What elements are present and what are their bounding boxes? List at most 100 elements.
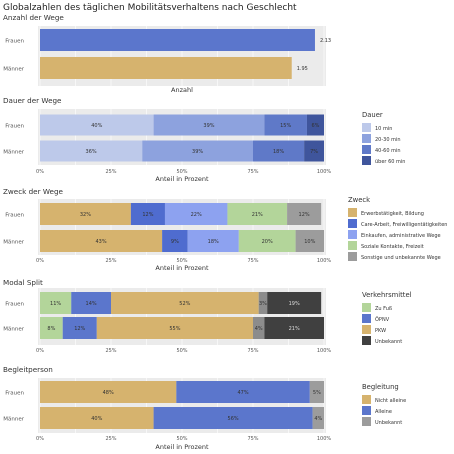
data-label: 22% <box>191 212 202 218</box>
bar-segment <box>295 230 324 252</box>
legend-label: Soziale Kontakte, Freizeit <box>361 244 424 250</box>
bar-segment <box>306 114 324 136</box>
legend-title: Begleitung <box>362 383 399 391</box>
legend-label: Alleine <box>375 409 392 415</box>
data-label: 12% <box>74 326 85 332</box>
legend-swatch <box>362 406 371 415</box>
axis-label: Anzahl <box>171 86 193 94</box>
axis-label: Anteil in Prozent <box>155 443 209 451</box>
data-label: 10% <box>304 239 315 245</box>
data-label: 7% <box>310 149 318 155</box>
panel-title: Modal Split <box>3 278 43 287</box>
data-label: 56% <box>228 416 239 422</box>
data-label: 3% <box>259 301 267 307</box>
data-label: 11% <box>50 301 61 307</box>
data-label: 14% <box>86 301 97 307</box>
legend-swatch <box>362 156 371 165</box>
bar-segment <box>187 230 239 252</box>
tick-label: 75% <box>247 169 258 175</box>
legend-label: PKW <box>375 328 386 334</box>
legend-label: Einkaufen, administrative Wege <box>361 233 441 239</box>
legend-swatch <box>362 134 371 143</box>
legend-title: Dauer <box>362 111 383 119</box>
bar-segment <box>312 407 324 429</box>
data-label: 15% <box>280 123 291 129</box>
data-label: 12% <box>299 212 310 218</box>
data-label: 21% <box>252 212 263 218</box>
tick-label: 25% <box>105 436 116 442</box>
legend-swatch <box>348 219 357 228</box>
legend-swatch <box>362 123 371 132</box>
bar <box>40 29 315 51</box>
bar-segment <box>40 203 131 225</box>
legend-label: 40-60 min <box>375 148 401 154</box>
legend-swatch <box>362 303 371 312</box>
tick-label: 0% <box>36 258 44 264</box>
tick-label: 100% <box>317 258 332 264</box>
bar-segment <box>176 381 310 403</box>
category-label: Männer <box>3 327 24 333</box>
bar-segment <box>40 230 163 252</box>
category-label: Männer <box>3 150 24 156</box>
category-label: Frauen <box>5 39 24 45</box>
legend-swatch <box>362 314 371 323</box>
bar-segment <box>264 114 307 136</box>
bar-segment <box>40 381 177 403</box>
data-label: 48% <box>103 390 114 396</box>
data-label: 20% <box>262 239 273 245</box>
bar-segment <box>162 230 188 252</box>
data-label: 18% <box>273 149 284 155</box>
panel-title: Zweck der Wege <box>3 187 64 196</box>
main-title: Globalzahlen des täglichen Mobilitätsver… <box>3 3 297 13</box>
bar-segment <box>71 292 111 314</box>
legend-label: über 60 min <box>375 159 405 165</box>
legend-swatch <box>348 252 357 261</box>
bar-segment <box>96 317 253 339</box>
legend-label: 10 min <box>375 126 392 132</box>
data-label: 40% <box>91 123 102 129</box>
bar-segment <box>164 203 228 225</box>
bar-segment <box>287 203 322 225</box>
legend-label: ÖPNV <box>375 316 390 323</box>
bar <box>40 57 292 79</box>
tick-label: 75% <box>247 258 258 264</box>
bar-segment <box>40 114 154 136</box>
tick-label: 50% <box>176 169 187 175</box>
category-label: Männer <box>3 67 24 73</box>
legend-swatch <box>348 241 357 250</box>
data-label: 4% <box>314 416 322 422</box>
bar-segment <box>40 292 72 314</box>
bar-segment <box>238 230 296 252</box>
panel-title: Begleitperson <box>3 365 53 374</box>
legend-swatch <box>348 230 357 239</box>
legend-label: Sonstige und unbekannte Wege <box>361 255 441 261</box>
category-label: Frauen <box>5 124 24 130</box>
tick-label: 100% <box>317 348 332 354</box>
tick-label: 50% <box>176 258 187 264</box>
category-label: Männer <box>3 417 24 423</box>
bar-segment <box>130 203 165 225</box>
tick-label: 75% <box>247 436 258 442</box>
data-label: 21% <box>289 326 300 332</box>
data-label: 55% <box>169 326 180 332</box>
bar-segment <box>253 317 265 339</box>
data-label: 12% <box>142 212 153 218</box>
data-label: 4% <box>255 326 263 332</box>
legend-label: 20-30 min <box>375 137 401 143</box>
legend-swatch <box>348 208 357 217</box>
tick-label: 50% <box>176 348 187 354</box>
axis-label: Anteil in Prozent <box>155 264 209 272</box>
category-label: Frauen <box>5 302 24 308</box>
tick-label: 100% <box>317 436 332 442</box>
data-label: 2.13 <box>320 38 331 44</box>
data-label: 18% <box>208 239 219 245</box>
legend-swatch <box>362 395 371 404</box>
tick-label: 50% <box>176 436 187 442</box>
bar-segment <box>258 292 268 314</box>
bar-segment <box>40 407 154 429</box>
legend-label: Erwerbstätigkeit, Bildung <box>361 211 424 217</box>
bar-segment <box>267 292 322 314</box>
bar-segment <box>142 140 253 162</box>
data-label: 36% <box>86 149 97 155</box>
